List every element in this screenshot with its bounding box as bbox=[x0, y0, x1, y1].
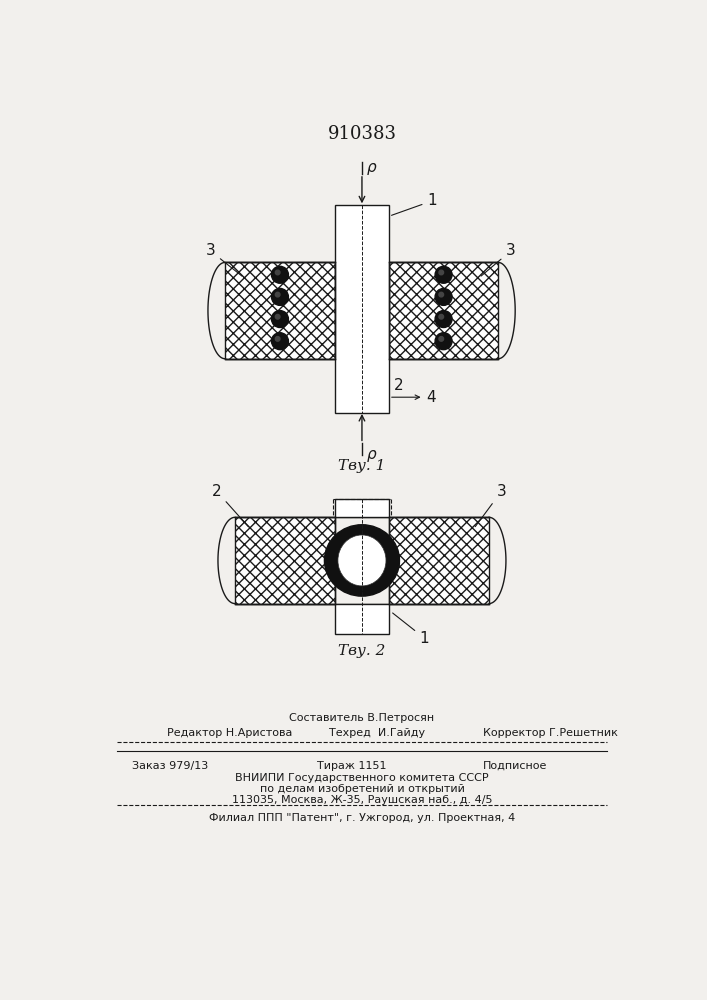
Text: ВНИИПИ Государственного комитета СССР: ВНИИПИ Государственного комитета СССР bbox=[235, 773, 489, 783]
Text: Составитель В.Петросян: Составитель В.Петросян bbox=[289, 713, 435, 723]
Text: Заказ 979/13: Заказ 979/13 bbox=[132, 761, 209, 771]
Text: 3: 3 bbox=[481, 243, 515, 276]
Circle shape bbox=[271, 311, 288, 328]
Bar bbox=[335, 205, 389, 413]
Text: 3: 3 bbox=[475, 484, 506, 527]
Circle shape bbox=[435, 266, 452, 283]
Circle shape bbox=[271, 333, 288, 350]
Bar bbox=[389, 517, 489, 604]
Text: Филиал ППП "Патент", г. Ужгород, ул. Проектная, 4: Филиал ППП "Патент", г. Ужгород, ул. Про… bbox=[209, 813, 515, 823]
Bar bbox=[235, 517, 335, 604]
Circle shape bbox=[435, 333, 452, 350]
Circle shape bbox=[439, 270, 443, 275]
Circle shape bbox=[435, 288, 452, 305]
Bar bbox=[235, 517, 335, 604]
Circle shape bbox=[275, 292, 280, 297]
Bar bbox=[389, 262, 498, 359]
Text: Подписное: Подписное bbox=[483, 761, 547, 771]
Text: ρ: ρ bbox=[366, 160, 376, 175]
Text: ρ: ρ bbox=[366, 447, 376, 462]
Circle shape bbox=[275, 270, 280, 275]
Text: 910383: 910383 bbox=[327, 125, 397, 143]
Circle shape bbox=[435, 311, 452, 328]
Circle shape bbox=[439, 292, 443, 297]
Text: Редактор Н.Аристова: Редактор Н.Аристова bbox=[167, 728, 293, 738]
Bar bbox=[389, 262, 498, 359]
Circle shape bbox=[275, 314, 280, 319]
Circle shape bbox=[275, 337, 280, 341]
Text: 2: 2 bbox=[212, 484, 248, 527]
Bar bbox=[335, 499, 389, 517]
Circle shape bbox=[271, 266, 288, 283]
Text: Тираж 1151: Тираж 1151 bbox=[317, 761, 387, 771]
Text: 113035, Москва, Ж-35, Раушская наб., д. 4/5: 113035, Москва, Ж-35, Раушская наб., д. … bbox=[232, 795, 492, 805]
Text: по делам изобретений и открытий: по делам изобретений и открытий bbox=[259, 784, 464, 794]
Text: Τву. 1: Τву. 1 bbox=[338, 459, 385, 473]
Text: 1: 1 bbox=[392, 193, 437, 215]
Text: Τву. 2: Τву. 2 bbox=[338, 644, 385, 658]
Circle shape bbox=[439, 314, 443, 319]
Circle shape bbox=[439, 337, 443, 341]
Text: Корректор Г.Решетник: Корректор Г.Решетник bbox=[483, 728, 618, 738]
Text: 2: 2 bbox=[394, 378, 403, 393]
Circle shape bbox=[271, 288, 288, 305]
Bar bbox=[225, 262, 335, 359]
Bar bbox=[225, 262, 335, 359]
Ellipse shape bbox=[325, 525, 399, 596]
Text: 4: 4 bbox=[426, 390, 436, 405]
Text: Техред  И.Гайду: Техред И.Гайду bbox=[329, 728, 425, 738]
Ellipse shape bbox=[338, 535, 386, 586]
Text: 1: 1 bbox=[392, 613, 429, 646]
Bar bbox=[389, 517, 489, 604]
Bar bbox=[335, 604, 389, 634]
Text: 3: 3 bbox=[206, 243, 242, 276]
